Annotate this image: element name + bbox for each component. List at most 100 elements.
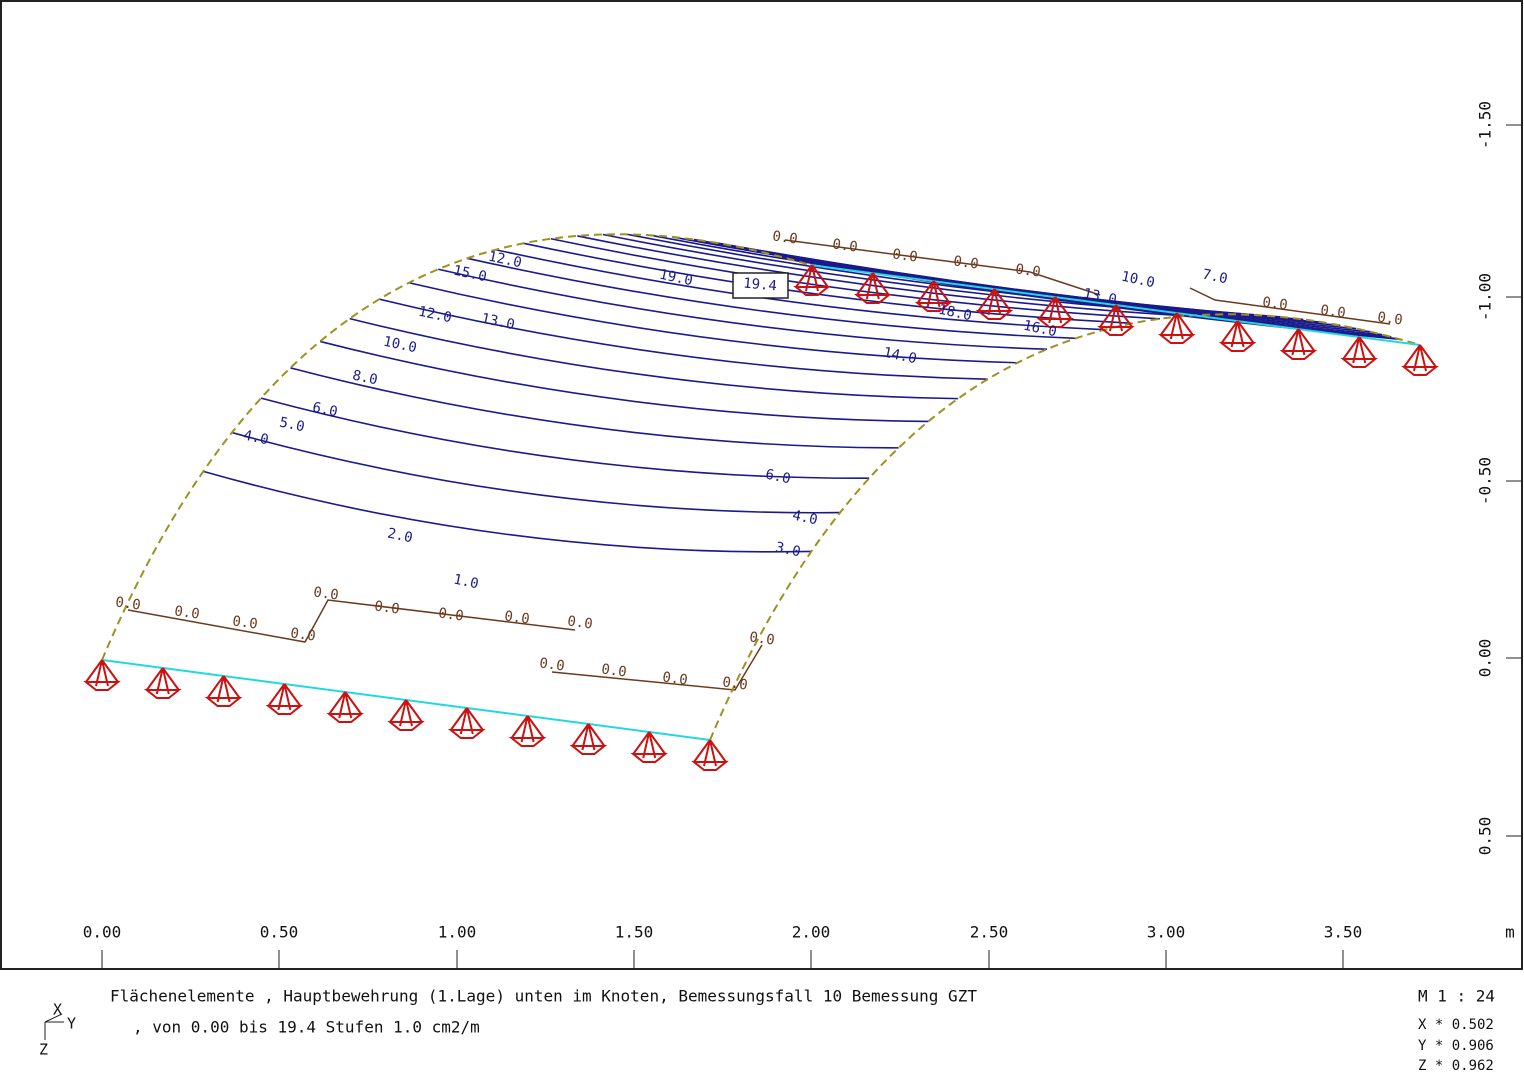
contour-label: 4.0 [791, 508, 819, 529]
factor: X * 0.502 [1418, 1017, 1494, 1033]
contour-line [550, 237, 1160, 320]
y-tick-label: -1.00 [1476, 273, 1495, 321]
scale: M 1 : 24 [1418, 987, 1495, 1006]
y-tick-label: 0.50 [1476, 817, 1495, 856]
contour-line [408, 281, 1018, 364]
contour-label: 15.0 [452, 263, 488, 286]
zero-label: 0.0 [538, 655, 565, 674]
support [630, 731, 669, 763]
zero-contour [551, 644, 763, 691]
contour-label: 12.0 [417, 304, 453, 327]
x-tick-label: 1.00 [438, 923, 477, 942]
zero-label: 0.0 [312, 584, 339, 603]
contour-line [495, 248, 1105, 331]
zero-label: 0.0 [952, 253, 979, 272]
x-tick-label: 2.50 [970, 923, 1009, 942]
x-tick-label: 1.50 [615, 923, 654, 942]
zero-label: 0.0 [437, 605, 464, 624]
support [447, 707, 486, 739]
surface-edge [709, 313, 1421, 741]
contour-label: 10.0 [1120, 269, 1156, 292]
zero-label: 0.0 [748, 629, 775, 648]
contour-label: 16.0 [1022, 318, 1058, 341]
triad-line [44, 1013, 63, 1023]
support [326, 691, 365, 723]
support [1218, 320, 1257, 352]
x-tick-label: 3.50 [1324, 923, 1363, 942]
support [853, 272, 892, 304]
contour-line [349, 317, 959, 400]
y-tick-label: -0.50 [1476, 457, 1495, 505]
contour-label: 18.0 [937, 302, 973, 325]
plot-frame [0, 0, 1523, 970]
zero-label: 0.0 [1261, 294, 1288, 313]
contour-label: 19.0 [658, 267, 694, 290]
zero-contour [127, 599, 576, 643]
support [1401, 344, 1439, 376]
y-tick-label: 0.00 [1476, 639, 1495, 678]
contour-line [319, 340, 929, 423]
zero-label: 0.0 [831, 236, 858, 255]
contour-label: 14.0 [882, 345, 918, 368]
zero-label: 0.0 [503, 608, 530, 627]
contour-label: 4.0 [242, 428, 270, 449]
support [1279, 328, 1318, 360]
surface-edge [101, 233, 811, 661]
support [83, 659, 121, 691]
contour-label: 1.0 [452, 572, 480, 593]
zero-label: 0.0 [661, 669, 688, 688]
contour-label: 5.0 [278, 415, 306, 436]
support [143, 667, 182, 699]
zero-label: 0.0 [114, 594, 141, 613]
contour-line [203, 470, 812, 553]
triad-label: X [53, 1001, 62, 1019]
zero-label: 0.0 [231, 613, 258, 632]
support [569, 723, 608, 755]
contour-label: 13.0 [1082, 286, 1118, 309]
zero-label: 0.0 [289, 625, 316, 644]
triad-label: Z [39, 1041, 48, 1059]
zero-label: 0.0 [1319, 302, 1346, 321]
zero-label: 0.0 [891, 246, 918, 265]
triad-label: Y [67, 1015, 76, 1033]
zero-label: 0.0 [566, 613, 593, 632]
contour-line [438, 268, 1047, 351]
zero-label: 0.0 [373, 598, 400, 617]
x-unit: m [1505, 923, 1515, 942]
contour-label: 3.0 [774, 540, 802, 561]
contour-line [290, 367, 899, 449]
contour-line [260, 397, 870, 479]
max-label: 19.4 [743, 276, 778, 295]
support [265, 683, 304, 715]
x-tick-label: 2.00 [792, 923, 831, 942]
contour-label: 13.0 [480, 311, 516, 334]
axis-triad: X Y Z [39, 1001, 76, 1059]
support [1036, 296, 1075, 328]
support [1097, 304, 1135, 336]
zero-label: 0.0 [173, 603, 200, 622]
contour-line [467, 257, 1076, 340]
contour-label: 10.0 [382, 334, 418, 357]
contour-label: 7.0 [1201, 267, 1229, 288]
support [975, 288, 1014, 320]
support [508, 715, 547, 747]
zero-label: 0.0 [721, 674, 748, 693]
support [387, 699, 425, 731]
support [204, 675, 243, 707]
factor: Y * 0.906 [1418, 1038, 1494, 1054]
contour-line [379, 298, 988, 380]
x-tick-label: 3.00 [1147, 923, 1186, 942]
contour-label: 8.0 [351, 368, 379, 389]
max-box [732, 272, 789, 299]
zero-contour [1189, 287, 1391, 325]
zero-label: 0.0 [1014, 261, 1041, 280]
x-tick-label: 0.50 [260, 923, 299, 942]
caption-line2: , von 0.00 bis 19.4 Stufen 1.0 cm2/m [133, 1018, 480, 1037]
zero-label: 0.0 [1376, 309, 1403, 328]
support [691, 739, 729, 771]
contour-label: 6.0 [311, 400, 339, 421]
drawing: 12.015.012.0 13.010.08.06.05.04.019.018.0… [83, 228, 1439, 771]
support [914, 280, 953, 312]
support [1157, 312, 1196, 344]
